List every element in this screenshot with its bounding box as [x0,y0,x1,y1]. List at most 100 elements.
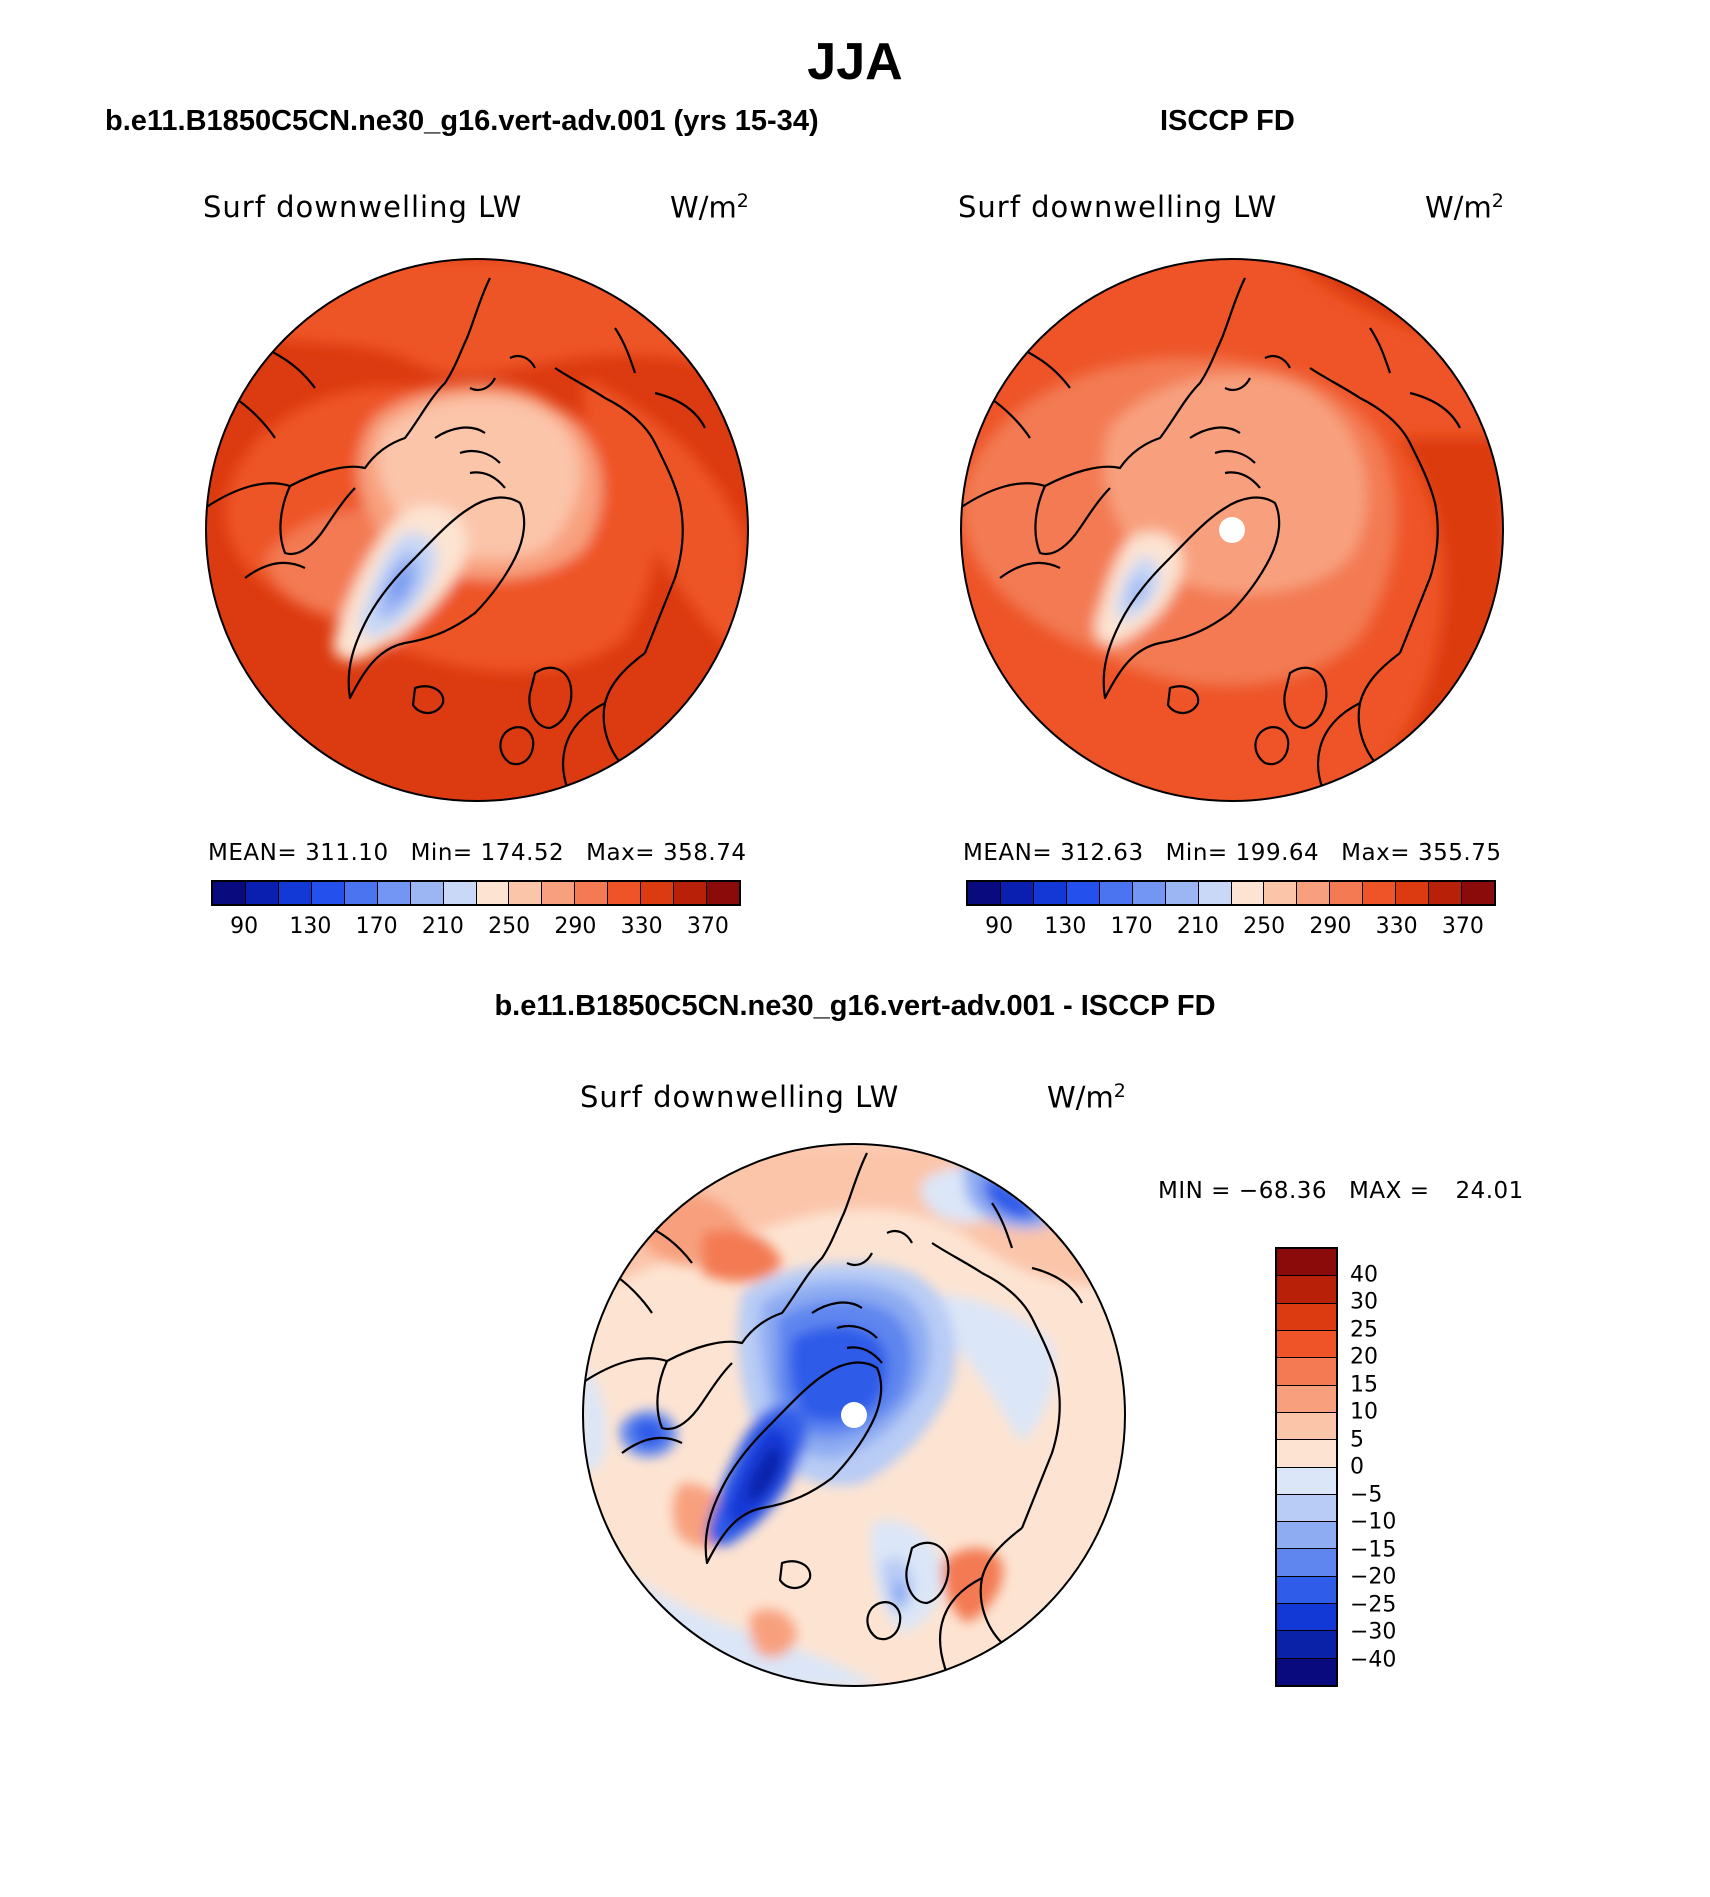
obs-colorbar [966,880,1496,906]
diff-max-label: MAX = [1349,1178,1430,1204]
colorbar-tick-label: −5 [1350,1482,1383,1507]
colorbar-swatch [377,882,411,904]
colorbar-tick-label: −25 [1350,1592,1397,1617]
colorbar-tick-label: 30 [1350,1289,1378,1315]
colorbar-tick-label: 250 [1243,914,1286,939]
diff-colorbar [1275,1247,1338,1687]
colorbar-swatch [1396,882,1430,904]
colorbar-swatch [1277,1522,1336,1550]
obs-variable-label: Surf downwelling LW [958,190,1278,224]
colorbar-swatch [1277,1358,1336,1386]
colorbar-tick-label: −10 [1350,1509,1397,1535]
colorbar-swatch [1277,1330,1336,1359]
diff-max-value: 24.01 [1455,1178,1524,1204]
model-polar-map [205,258,749,802]
colorbar-swatch [1462,882,1494,904]
colorbar-tick-label: −40 [1350,1647,1397,1672]
colorbar-swatch [968,882,1001,904]
colorbar-swatch [1277,1303,1336,1331]
model-panel-title: b.e11.B1850C5CN.ne30_g16.vert-adv.001 (y… [105,105,819,137]
colorbar-swatch [1277,1631,1336,1659]
colorbar-tick-label: 90 [985,914,1014,939]
diff-min-label: MIN = [1158,1178,1231,1204]
model-stats: MEAN= 311.10 Min= 174.52 Max= 358.74 [208,840,768,866]
model-max-value: 358.74 [662,840,747,866]
colorbar-swatch [245,882,279,904]
diff-polar-map [582,1143,1126,1687]
colorbar-swatch [608,882,642,904]
model-variable-label: Surf downwelling LW [203,190,523,224]
figure-title: JJA [807,33,903,91]
colorbar-tick-label: 15 [1350,1372,1378,1397]
colorbar-swatch [509,882,543,904]
colorbar-swatch [1277,1549,1336,1577]
colorbar-swatch [1363,882,1397,904]
colorbar-swatch [1000,882,1034,904]
diff-panel-title: b.e11.B1850C5CN.ne30_g16.vert-adv.001 - … [494,990,1216,1022]
colorbar-tick-label: 0 [1350,1454,1364,1480]
colorbar-tick-label: 130 [1044,914,1087,939]
diff-min-value: −68.36 [1238,1178,1328,1204]
colorbar-swatch [641,882,675,904]
colorbar-tick-label: 130 [289,914,332,939]
colorbar-tick-label: 210 [421,914,464,939]
colorbar-swatch [542,882,576,904]
colorbar-swatch [476,882,510,904]
colorbar-tick-label: 370 [686,914,729,939]
diff-variable-label: Surf downwelling LW [580,1080,900,1114]
colorbar-swatch [1277,1576,1336,1605]
model-colorbar [211,880,741,906]
colorbar-swatch [674,882,708,904]
colorbar-tick-label: 330 [620,914,663,939]
obs-mean-value: 312.63 [1060,840,1144,866]
colorbar-swatch [575,882,609,904]
colorbar-swatch [311,882,345,904]
colorbar-swatch [1198,882,1232,904]
model-mean-value: 311.10 [305,840,389,866]
colorbar-tick-label: 5 [1350,1427,1364,1452]
colorbar-swatch [1277,1494,1336,1523]
colorbar-swatch [344,882,378,904]
colorbar-tick-label: 170 [1110,914,1153,939]
colorbar-swatch [1099,882,1133,904]
diff-stats: MIN = −68.36 MAX = 24.01 [1158,1178,1546,1204]
colorbar-swatch [213,882,246,904]
colorbar-swatch [1277,1249,1336,1277]
obs-mean-label: MEAN= [963,840,1053,866]
diff-units-label: W/m2 [1047,1080,1126,1115]
colorbar-swatch [1033,882,1067,904]
obs-max-label: Max= [1341,840,1410,866]
colorbar-tick-label: 25 [1350,1317,1378,1342]
colorbar-tick-label: −20 [1350,1564,1397,1590]
obs-panel-title: ISCCP FD [1160,105,1295,137]
colorbar-swatch [443,882,477,904]
colorbar-swatch [1066,882,1100,904]
colorbar-swatch [1165,882,1199,904]
colorbar-swatch [1277,1658,1336,1685]
colorbar-swatch [410,882,444,904]
colorbar-swatch [1277,1467,1336,1495]
colorbar-swatch [278,882,312,904]
colorbar-tick-label: 290 [1309,914,1352,939]
colorbar-swatch [1330,882,1364,904]
colorbar-swatch [1277,1440,1336,1468]
colorbar-tick-label: −30 [1350,1619,1397,1645]
colorbar-tick-label: 20 [1350,1344,1378,1370]
obs-min-value: 199.64 [1235,840,1320,866]
colorbar-tick-label: 170 [355,914,398,939]
colorbar-tick-label: 370 [1441,914,1484,939]
colorbar-tick-label: −15 [1350,1537,1397,1562]
obs-units-label: W/m2 [1425,190,1504,225]
model-max-label: Max= [586,840,655,866]
colorbar-tick-label: 90 [230,914,259,939]
colorbar-swatch [1277,1412,1336,1441]
colorbar-tick-label: 250 [488,914,531,939]
colorbar-tick-label: 10 [1350,1399,1378,1425]
colorbar-swatch [1231,882,1265,904]
colorbar-swatch [707,882,739,904]
colorbar-swatch [1429,882,1463,904]
colorbar-tick-label: 210 [1176,914,1219,939]
colorbar-swatch [1277,1276,1336,1304]
obs-stats: MEAN= 312.63 Min= 199.64 Max= 355.75 [963,840,1523,866]
colorbar-tick-label: 290 [554,914,597,939]
